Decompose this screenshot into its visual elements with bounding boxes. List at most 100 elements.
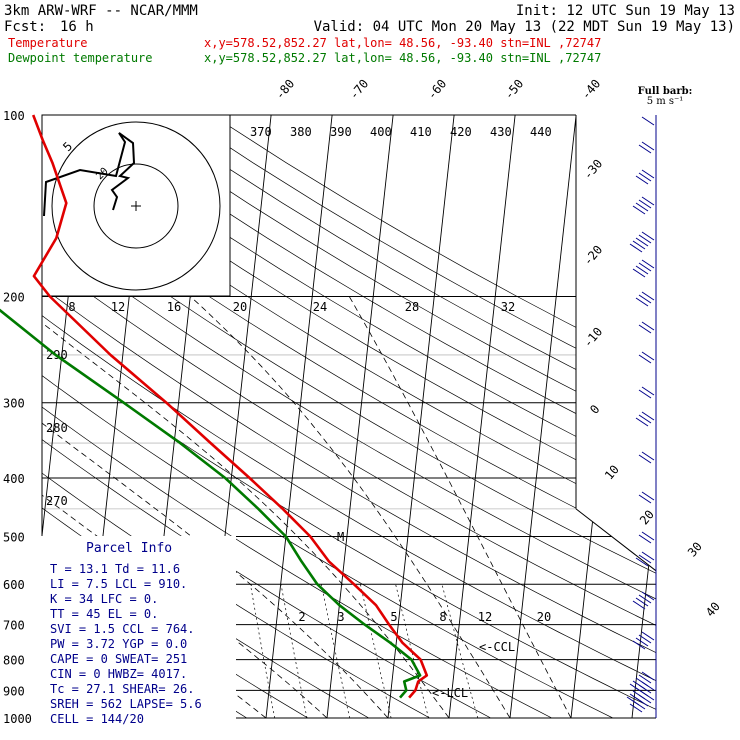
wind-barb	[641, 681, 655, 691]
theta-tick-label: 390	[330, 125, 352, 139]
forecast-label: Fcst:	[4, 19, 46, 35]
hodo-tick-label: 20	[233, 300, 247, 314]
dry-adiabat	[211, 115, 656, 718]
isotherm-line	[448, 115, 516, 718]
theta-tick-label: 370	[250, 125, 272, 139]
parcel-row: LI = 7.5 LCL = 910.	[50, 577, 187, 591]
wind-barb	[641, 451, 655, 461]
temperature-profile	[31, 114, 429, 699]
dry-adiabat	[42, 115, 552, 718]
ccl-marker: <-CCL	[479, 640, 515, 654]
pressure-tick-label: 800	[3, 654, 25, 668]
legend-temperature-info: x,y=578.52,852.27 lat,lon= 48.56, -93.40…	[204, 36, 601, 50]
wind-barb	[638, 389, 652, 399]
wind-barb	[632, 700, 646, 710]
init-time: Init: 12 UTC Sun 19 May 13	[516, 3, 735, 19]
parcel-row: T = 13.1 Td = 11.6	[50, 562, 180, 576]
dry-adiabat	[148, 115, 656, 718]
theta-e-label: 270	[46, 494, 68, 508]
hodo-tick-label: 12	[111, 300, 125, 314]
hodograph: 520	[41, 114, 231, 297]
wind-barb	[635, 175, 649, 185]
mixing-ratio-label: 8	[439, 610, 446, 624]
parcel-row: Tc = 27.1 SHEAR= 26.	[50, 682, 195, 696]
wind-barb	[638, 454, 652, 464]
pressure-tick-label: 500	[3, 530, 25, 544]
wind-barb	[641, 116, 655, 126]
moist-adiabat	[42, 296, 450, 718]
hodo-tick-label: 28	[405, 300, 419, 314]
pressure-tick-label: 300	[3, 397, 25, 411]
dry-adiabat	[42, 115, 656, 718]
theta-tick-label: 410	[410, 125, 432, 139]
wind-barb	[635, 202, 649, 212]
dry-adiabat	[42, 115, 613, 718]
wind-barb	[641, 691, 655, 701]
mixing-ratio-line	[395, 584, 429, 718]
wind-barb	[638, 494, 652, 504]
temperature-tick-label: 20	[637, 507, 657, 527]
mixing-ratio-label: 3	[337, 610, 344, 624]
theta-tick-label: 440	[530, 125, 552, 139]
dry-adiabat	[42, 115, 656, 718]
legend-temperature: Temperature	[8, 36, 87, 50]
hodo-ring-inner	[93, 163, 179, 249]
dry-adiabat	[85, 115, 656, 718]
isotherm-line	[326, 115, 394, 718]
wind-barb	[638, 414, 652, 424]
barb-note-title: Full barb:	[638, 86, 693, 97]
isotherm-line	[265, 115, 333, 718]
wind-barb	[641, 591, 655, 601]
wind-barb	[641, 671, 655, 681]
theta-tick-label: 400	[370, 125, 392, 139]
wind-barb	[638, 234, 652, 244]
wind-barb	[638, 199, 652, 209]
parcel-row: K = 34 LFC = 0.	[50, 592, 158, 606]
mixing-ratio-label: 20	[537, 610, 551, 624]
wind-barb	[635, 597, 649, 607]
sounding-profiles	[0, 114, 429, 699]
temperature-tick-label: 30	[685, 539, 705, 559]
mixing-ratio-label: 2	[298, 610, 305, 624]
wind-barb	[632, 640, 646, 650]
wind-barb	[635, 297, 649, 307]
hodo-tick-label: 8	[68, 300, 75, 314]
temperature-tick-label: -70	[347, 77, 372, 103]
wind-barb	[641, 169, 655, 179]
theta-tick-label: 430	[490, 125, 512, 139]
parcel-info-background	[40, 536, 236, 726]
wind-barb	[638, 354, 652, 364]
isotherm-line	[631, 115, 656, 718]
wind-barb	[632, 240, 646, 250]
forecast-hour: 16 h	[60, 19, 94, 35]
parcel-row: CELL = 144/20	[50, 712, 144, 726]
parcel-row: CIN = 0 HWBZ= 4017.	[50, 667, 187, 681]
wind-barb	[632, 268, 646, 278]
hodo-tick-label: 32	[501, 300, 515, 314]
dry-adiabat	[42, 115, 656, 718]
wind-barb	[638, 144, 652, 154]
temperature-tick-label: 10	[602, 462, 622, 482]
hodo-ring-outer	[51, 121, 221, 291]
frame-skew-edge	[575, 508, 657, 572]
parcel-info-box: Parcel Info T = 13.1 Td = 11.6 LI = 7.5 …	[40, 536, 236, 726]
temperature-tick-label: 40	[703, 599, 723, 619]
moist-adiabat	[348, 296, 572, 718]
moist-adiabat	[42, 296, 389, 718]
wind-barb	[641, 231, 655, 241]
isotherm-line	[509, 115, 577, 718]
wind-barb	[641, 291, 655, 301]
pressure-tick-label: 400	[3, 472, 25, 486]
pressure-tick-label: 200	[3, 291, 25, 305]
hodo-tick-label: 16	[167, 300, 181, 314]
pressure-tick-label: 100	[3, 109, 25, 123]
wind-barb	[641, 491, 655, 501]
wind-barb	[641, 321, 655, 331]
wind-barb	[638, 674, 652, 684]
temperature-tick-label: -60	[425, 77, 450, 103]
wind-barb	[635, 557, 649, 567]
wind-barb	[638, 534, 652, 544]
model-title: 3km ARW-WRF -- NCAR/MMM	[4, 3, 198, 19]
wind-barb	[635, 237, 649, 247]
